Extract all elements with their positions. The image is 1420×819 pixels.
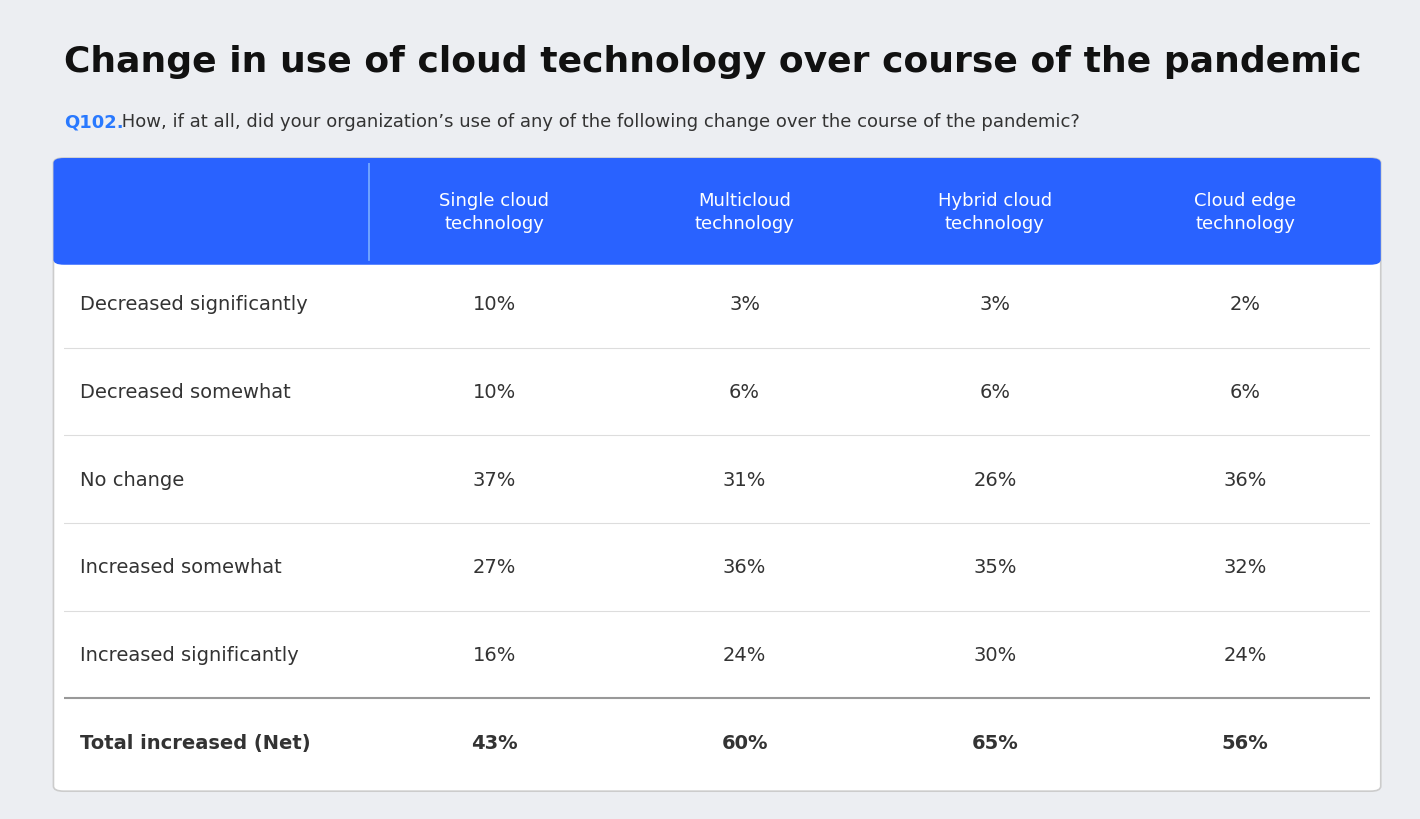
- Text: Q102.: Q102.: [64, 113, 124, 131]
- Text: 2%: 2%: [1230, 295, 1261, 314]
- Text: 30%: 30%: [973, 645, 1017, 664]
- Text: Increased somewhat: Increased somewhat: [80, 558, 281, 577]
- Text: 6%: 6%: [980, 382, 1011, 401]
- Text: 31%: 31%: [723, 470, 767, 489]
- Text: No change: No change: [80, 470, 183, 489]
- Text: How, if at all, did your organization’s use of any of the following change over : How, if at all, did your organization’s …: [116, 113, 1081, 131]
- Text: 26%: 26%: [973, 470, 1017, 489]
- Text: 16%: 16%: [473, 645, 515, 664]
- Text: 24%: 24%: [723, 645, 767, 664]
- Text: 37%: 37%: [473, 470, 515, 489]
- FancyBboxPatch shape: [54, 159, 1380, 791]
- Text: 10%: 10%: [473, 295, 515, 314]
- Text: 32%: 32%: [1224, 558, 1267, 577]
- Text: 6%: 6%: [1230, 382, 1261, 401]
- Text: 65%: 65%: [971, 733, 1018, 752]
- Text: 10%: 10%: [473, 382, 515, 401]
- Text: 27%: 27%: [473, 558, 515, 577]
- Text: 24%: 24%: [1224, 645, 1267, 664]
- Text: Change in use of cloud technology over course of the pandemic: Change in use of cloud technology over c…: [64, 45, 1362, 79]
- Text: 6%: 6%: [728, 382, 760, 401]
- Text: Decreased somewhat: Decreased somewhat: [80, 382, 290, 401]
- Text: Increased significantly: Increased significantly: [80, 645, 298, 664]
- Text: 60%: 60%: [721, 733, 768, 752]
- Text: 36%: 36%: [723, 558, 767, 577]
- Text: 36%: 36%: [1224, 470, 1267, 489]
- Text: 43%: 43%: [471, 733, 518, 752]
- Text: 35%: 35%: [973, 558, 1017, 577]
- Text: Multicloud
technology: Multicloud technology: [694, 192, 795, 233]
- Text: Total increased (Net): Total increased (Net): [80, 733, 310, 752]
- Text: 3%: 3%: [980, 295, 1011, 314]
- Text: Single cloud
technology: Single cloud technology: [439, 192, 550, 233]
- FancyBboxPatch shape: [54, 159, 1380, 265]
- Text: 3%: 3%: [728, 295, 760, 314]
- Text: Hybrid cloud
technology: Hybrid cloud technology: [937, 192, 1052, 233]
- Text: Decreased significantly: Decreased significantly: [80, 295, 307, 314]
- Text: Cloud edge
technology: Cloud edge technology: [1194, 192, 1296, 233]
- Bar: [64, 242, 1370, 260]
- Text: 56%: 56%: [1221, 733, 1268, 752]
